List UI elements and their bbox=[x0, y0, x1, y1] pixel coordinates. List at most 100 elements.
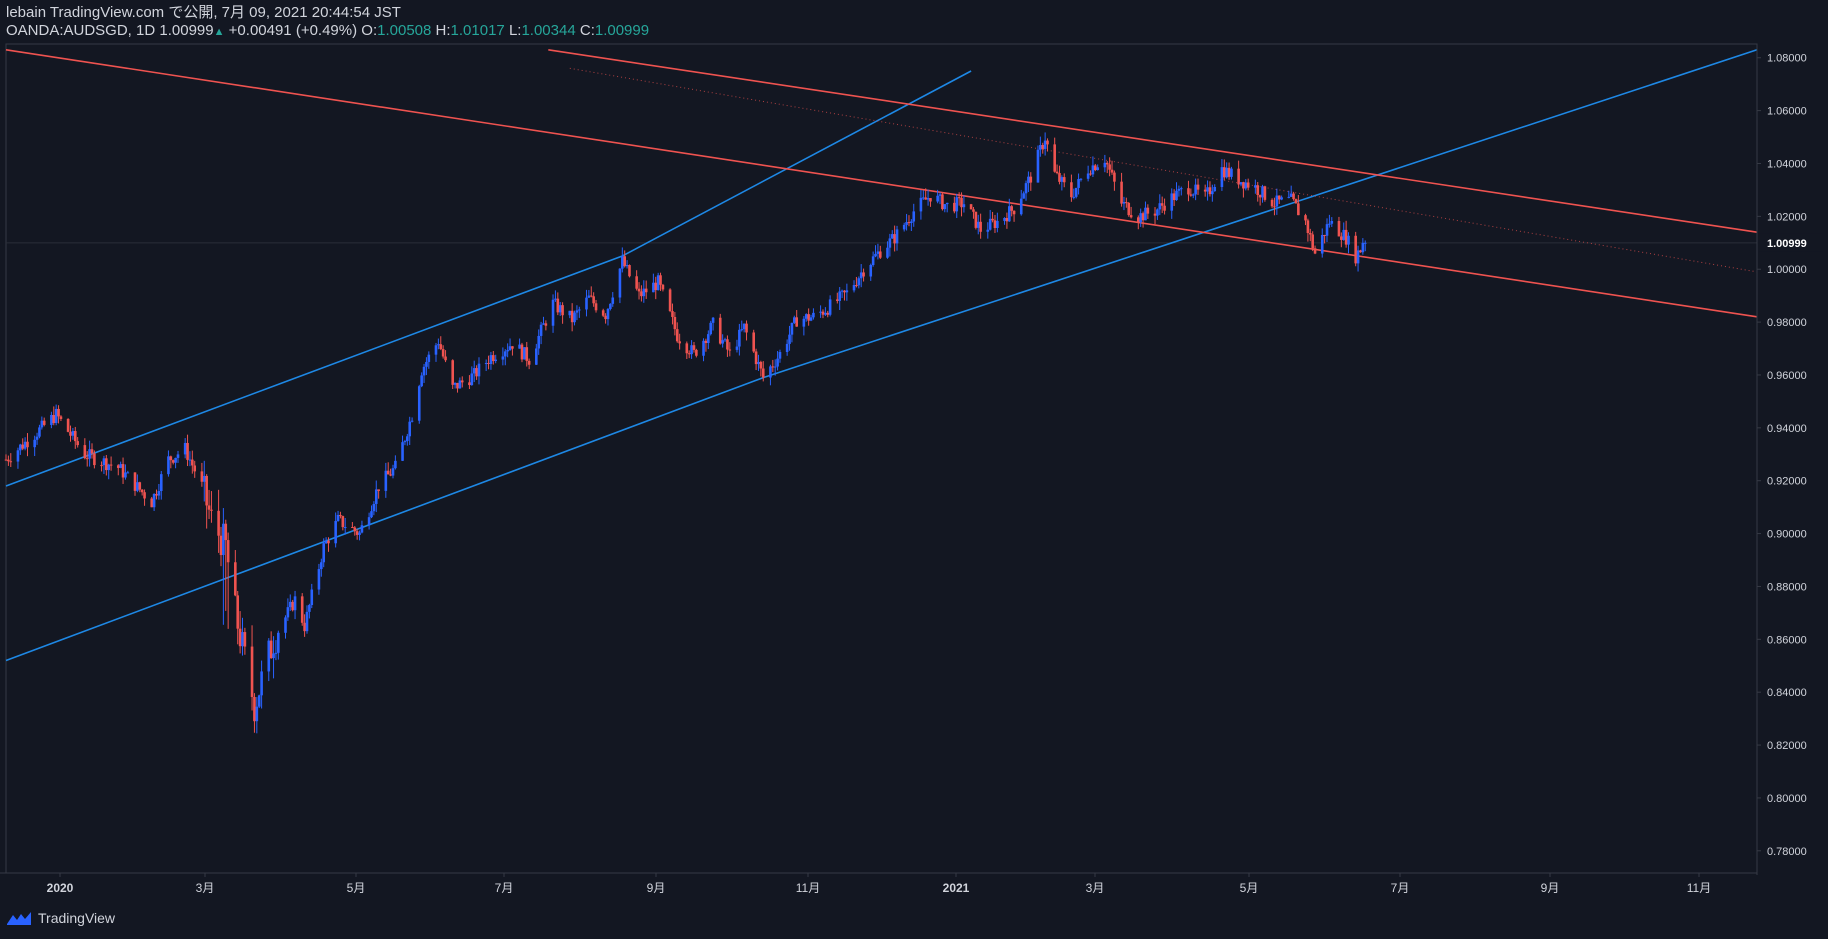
candle-body bbox=[1008, 206, 1011, 222]
candle-body bbox=[219, 535, 223, 556]
candle-body bbox=[176, 454, 180, 458]
candle-body bbox=[291, 601, 294, 611]
candle-body bbox=[1113, 172, 1116, 182]
candle-body bbox=[422, 366, 426, 376]
candle-body bbox=[1263, 186, 1267, 200]
candle-body bbox=[394, 460, 397, 469]
candle-body bbox=[475, 368, 478, 377]
candle-body bbox=[441, 349, 445, 357]
candle-body bbox=[1328, 223, 1331, 225]
candle-body bbox=[408, 421, 412, 437]
trendline-4[interactable] bbox=[548, 49, 1758, 233]
time-tick-label: 5月 bbox=[347, 881, 366, 895]
candle-body bbox=[200, 471, 204, 482]
candle-body bbox=[269, 640, 273, 659]
candle-body bbox=[439, 344, 443, 350]
candle-body bbox=[890, 234, 894, 239]
candle-body bbox=[138, 482, 142, 490]
candle-body bbox=[444, 356, 447, 361]
candle-body bbox=[1254, 185, 1257, 188]
candle-body bbox=[293, 596, 297, 611]
candle-body bbox=[511, 346, 514, 349]
candle-body bbox=[1079, 178, 1083, 180]
candle-body bbox=[83, 445, 87, 459]
candle-body bbox=[535, 348, 538, 365]
candle-body bbox=[7, 459, 10, 462]
candle-body bbox=[336, 514, 340, 522]
candle-body bbox=[812, 312, 815, 318]
candle-body bbox=[895, 229, 899, 244]
candle-body bbox=[169, 456, 173, 461]
candle-body bbox=[1127, 202, 1131, 216]
candle-body bbox=[692, 345, 696, 350]
candle-body bbox=[456, 382, 459, 389]
candle-body bbox=[678, 341, 681, 344]
candle-body bbox=[828, 299, 832, 315]
footer-brand[interactable]: TradingView bbox=[6, 910, 115, 926]
candle-body bbox=[88, 449, 91, 459]
candle-body bbox=[625, 265, 629, 267]
candle-body bbox=[503, 351, 507, 357]
candle-body bbox=[728, 349, 732, 351]
candle-body bbox=[996, 220, 999, 229]
last-price-label: 1.00999 bbox=[1767, 238, 1807, 250]
candle-body bbox=[274, 652, 278, 654]
candle-body bbox=[778, 352, 782, 359]
candle-body bbox=[711, 317, 715, 323]
candle-body bbox=[1313, 248, 1317, 254]
candle-body bbox=[740, 329, 744, 331]
candle-body bbox=[518, 344, 521, 349]
candle-body bbox=[525, 347, 529, 361]
candle-body bbox=[460, 380, 464, 383]
candle-body bbox=[1072, 196, 1076, 198]
candle-body bbox=[539, 324, 543, 336]
candle-body bbox=[819, 311, 822, 313]
candle-body bbox=[183, 442, 187, 455]
candle-body bbox=[1103, 162, 1107, 168]
trendline-3[interactable] bbox=[5, 49, 1758, 318]
candle-body bbox=[1227, 167, 1231, 177]
candle-body bbox=[924, 197, 927, 200]
candle-body bbox=[427, 354, 431, 362]
candle-body bbox=[257, 695, 261, 707]
candle-body bbox=[167, 456, 170, 475]
candle-body bbox=[109, 464, 113, 466]
candle-body bbox=[874, 253, 877, 257]
candle-body bbox=[1039, 145, 1042, 150]
candle-body bbox=[1206, 187, 1209, 192]
candle-body bbox=[171, 460, 175, 463]
trendline-5[interactable] bbox=[569, 67, 1758, 273]
candle-body bbox=[353, 527, 357, 532]
open-label: O: bbox=[361, 22, 378, 39]
candle-body bbox=[640, 291, 643, 297]
candle-body bbox=[38, 427, 41, 437]
candle-body bbox=[434, 345, 438, 355]
candle-body bbox=[90, 449, 94, 454]
candle-body bbox=[1294, 199, 1298, 204]
candle-body bbox=[116, 465, 120, 468]
candle-body bbox=[570, 310, 574, 323]
candle-body bbox=[869, 264, 873, 277]
candle-body bbox=[1055, 171, 1059, 174]
candle-body bbox=[1270, 199, 1274, 207]
candle-body bbox=[527, 360, 531, 365]
low-label: L: bbox=[508, 22, 522, 39]
candle-body bbox=[484, 363, 488, 365]
candle-body bbox=[140, 489, 144, 493]
candle-body bbox=[738, 329, 741, 347]
axes[interactable]: 1.08000 1.06000 1.04000 1.02000 1.00000 0.980… bbox=[0, 44, 1823, 895]
candle-body bbox=[1237, 168, 1240, 185]
candle-body bbox=[1036, 149, 1040, 183]
candle-body bbox=[1177, 188, 1181, 191]
candle-body bbox=[537, 335, 541, 349]
candle-body bbox=[152, 493, 156, 508]
candle-body bbox=[370, 511, 373, 518]
candle-body bbox=[1196, 184, 1200, 190]
candle-body bbox=[1027, 176, 1030, 184]
candle-body bbox=[241, 632, 244, 647]
candle-body bbox=[723, 339, 727, 341]
candle-body bbox=[9, 461, 13, 463]
candle-body bbox=[642, 288, 646, 297]
candle-body bbox=[1096, 167, 1099, 171]
